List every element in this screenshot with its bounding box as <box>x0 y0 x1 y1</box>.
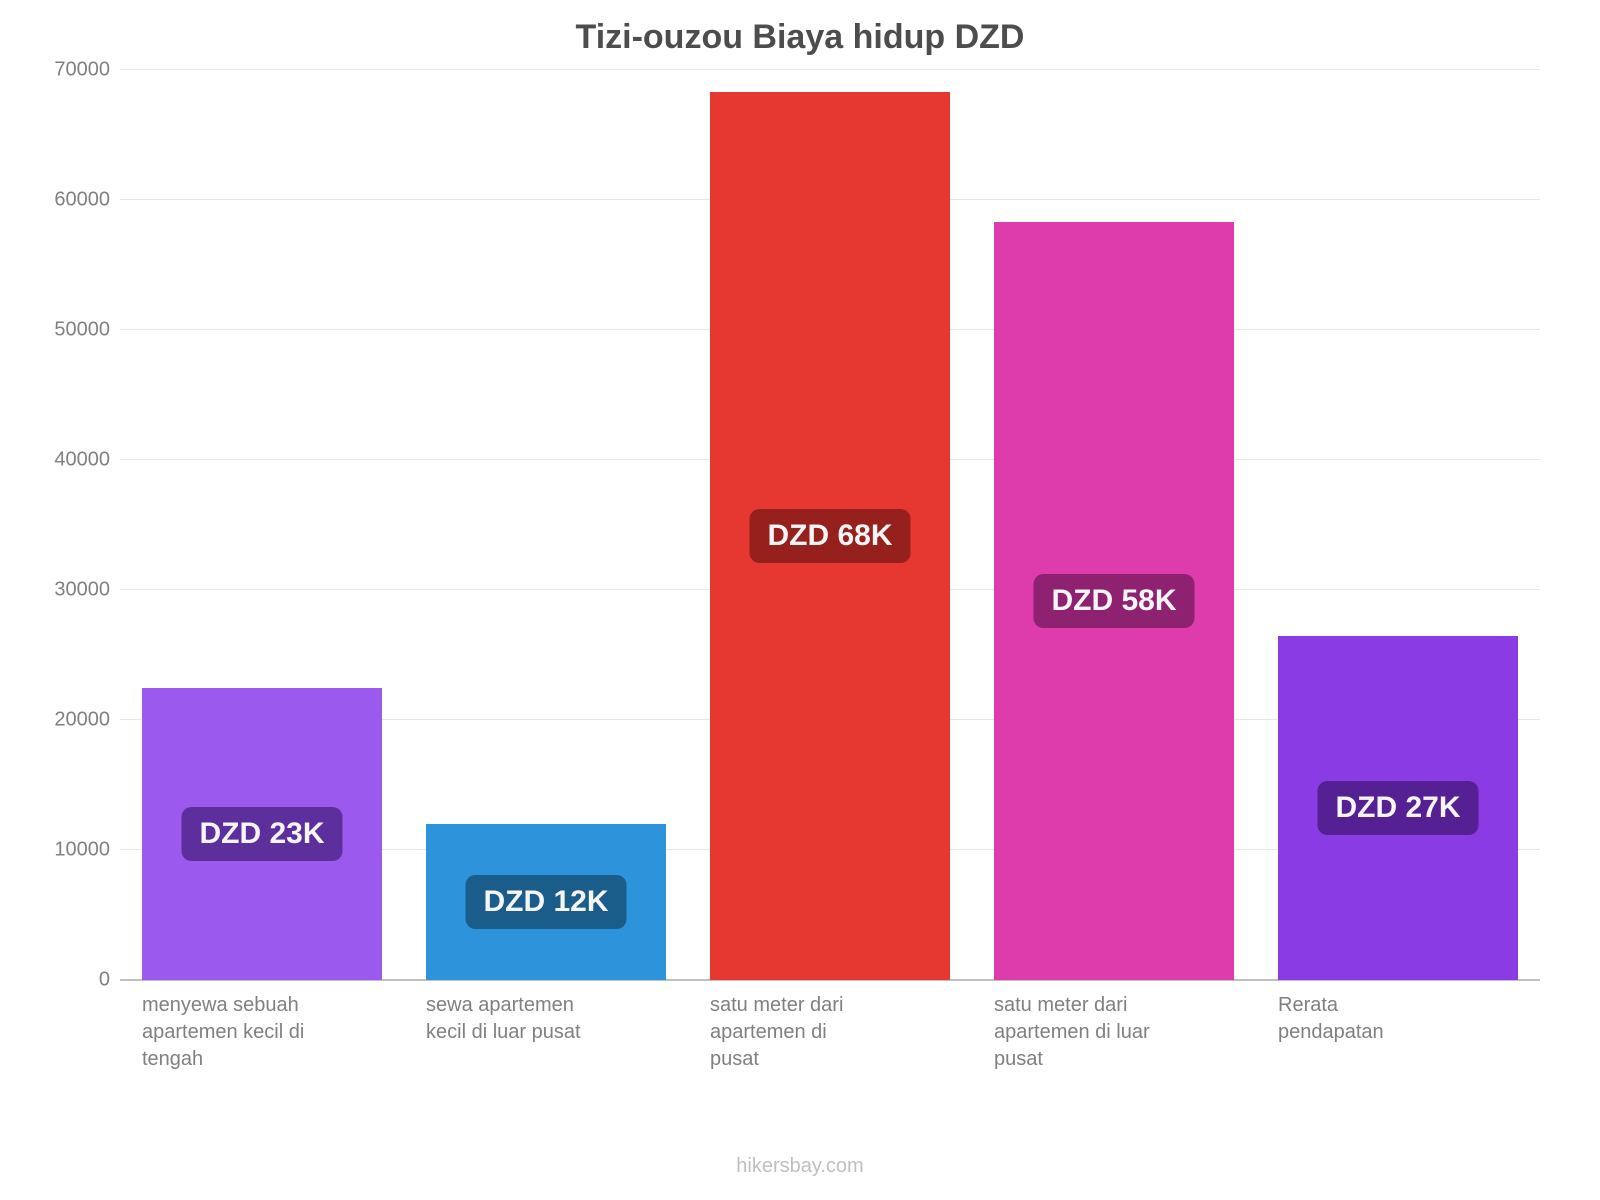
bar-slot: DZD 27K <box>1268 70 1528 980</box>
bar-slot: DZD 23K <box>132 70 392 980</box>
bars-group: DZD 23K DZD 12K DZD 68K DZD 58K <box>120 70 1540 980</box>
xlabel-slot: Rerata pendapatan <box>1268 992 1528 1073</box>
x-axis-label: menyewa sebuah apartemen kecil di tengah <box>132 992 312 1073</box>
bar-slot: DZD 58K <box>984 70 1244 980</box>
bar: DZD 58K <box>994 222 1234 980</box>
ytick-label: 10000 <box>20 839 110 862</box>
chart-container: Tizi-ouzou Biaya hidup DZD 0 10000 20000… <box>0 0 1600 1200</box>
xlabel-slot: satu meter dari apartemen di pusat <box>700 992 960 1073</box>
bar: DZD 27K <box>1278 636 1518 981</box>
x-axis-label: Rerata pendapatan <box>1268 992 1448 1073</box>
value-badge: DZD 68K <box>749 509 910 563</box>
plot-area: DZD 23K DZD 12K DZD 68K DZD 58K <box>120 70 1540 980</box>
ytick-label: 70000 <box>20 59 110 82</box>
xlabel-slot: sewa apartemen kecil di luar pusat <box>416 992 676 1073</box>
bar-slot: DZD 68K <box>700 70 960 980</box>
ytick-label: 0 <box>20 969 110 992</box>
ytick-label: 20000 <box>20 709 110 732</box>
x-axis: menyewa sebuah apartemen kecil di tengah… <box>120 992 1540 1073</box>
value-badge: DZD 27K <box>1317 781 1478 835</box>
ytick-label: 40000 <box>20 449 110 472</box>
chart-title: Tizi-ouzou Biaya hidup DZD <box>0 18 1600 57</box>
value-badge: DZD 23K <box>181 807 342 861</box>
value-badge: DZD 12K <box>465 875 626 929</box>
ytick-label: 60000 <box>20 189 110 212</box>
xlabel-slot: menyewa sebuah apartemen kecil di tengah <box>132 992 392 1073</box>
bar-slot: DZD 12K <box>416 70 676 980</box>
x-axis-label: sewa apartemen kecil di luar pusat <box>416 992 596 1073</box>
x-axis-label: satu meter dari apartemen di pusat <box>700 992 880 1073</box>
attribution-text: hikersbay.com <box>0 1155 1600 1178</box>
bar: DZD 23K <box>142 688 382 981</box>
value-badge: DZD 58K <box>1033 574 1194 628</box>
x-axis-label: satu meter dari apartemen di luar pusat <box>984 992 1164 1073</box>
bar: DZD 12K <box>426 824 666 980</box>
ytick-label: 50000 <box>20 319 110 342</box>
xlabel-slot: satu meter dari apartemen di luar pusat <box>984 992 1244 1073</box>
bar: DZD 68K <box>710 92 950 980</box>
ytick-label: 30000 <box>20 579 110 602</box>
